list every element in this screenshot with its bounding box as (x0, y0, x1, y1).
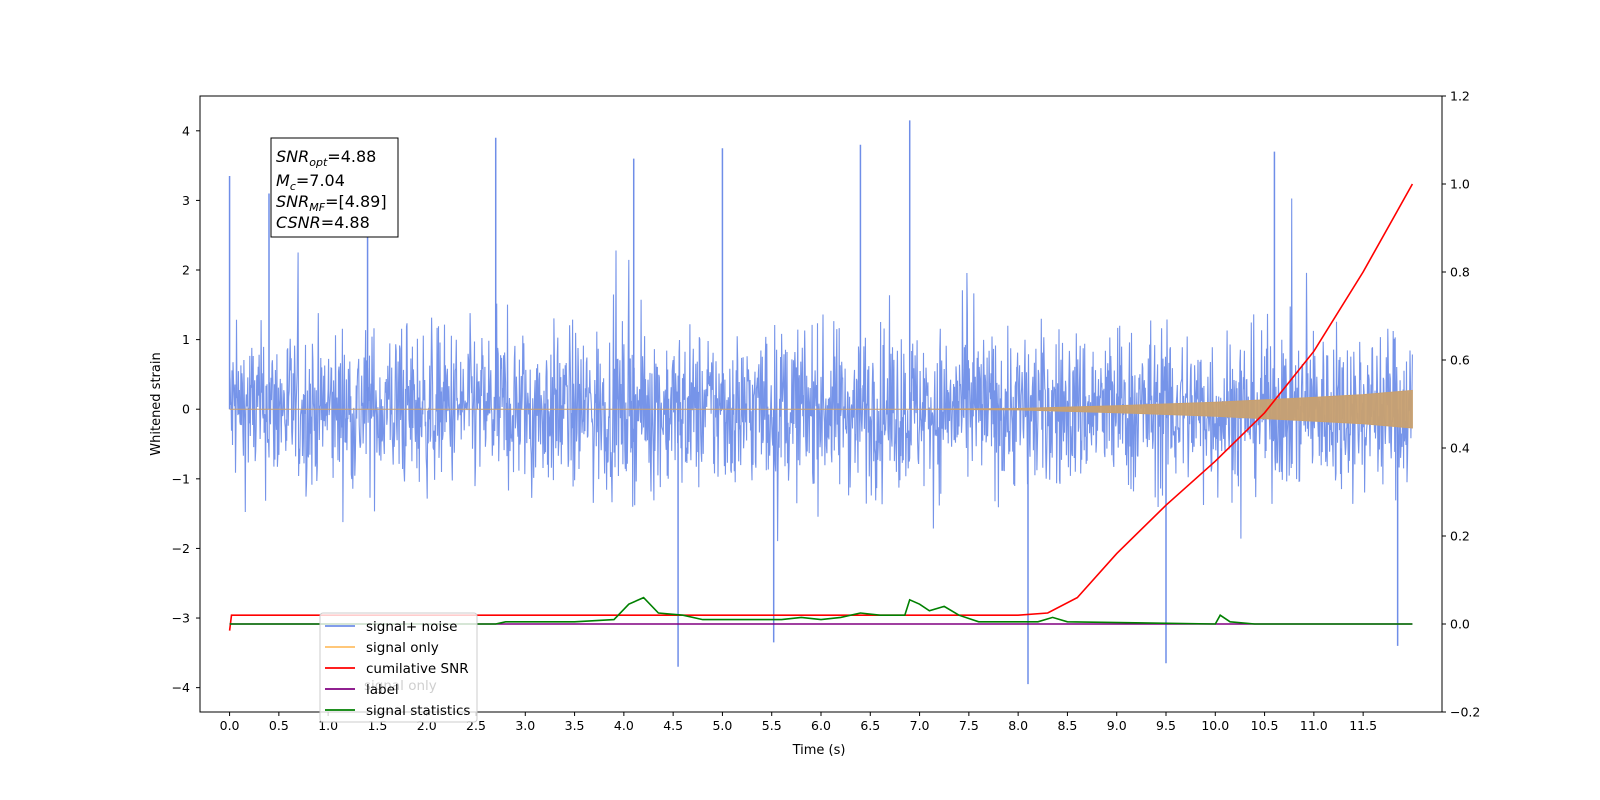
y2-tick-label: −0.2 (1450, 705, 1480, 720)
x-axis-label: Time (s) (792, 743, 846, 758)
y2-tick-label: 0.8 (1450, 265, 1470, 280)
x-tick-label: 9.0 (1107, 718, 1127, 733)
annotation-value: =7.04 (296, 171, 345, 190)
x-tick-label: 11.0 (1300, 718, 1328, 733)
x-tick-label: 11.5 (1349, 718, 1377, 733)
series-signal-statistics (229, 596, 1413, 625)
annotation-line: CSNR=4.88 (276, 213, 370, 232)
axes-layer: 0.0 0.5 1.0 1.5 2.0 2.5 3.0 3.5 4.0 4.5 5.0 5.5 6.0 6… (172, 89, 1481, 734)
x-tick-label: 10.5 (1251, 718, 1279, 733)
annotation-line: Mc=7.04 (276, 171, 345, 193)
x-tick-label: 4.0 (614, 718, 634, 733)
legend-label: label (366, 682, 399, 698)
x-tick-label: 0.0 (220, 718, 240, 733)
y2-tick-label: 1.2 (1450, 89, 1470, 104)
x-tick-label: 4.5 (663, 718, 683, 733)
annotation-symbol: CSNR (276, 213, 321, 232)
annotation-symbol: SNR (276, 147, 309, 166)
x-tick-label: 9.5 (1156, 718, 1176, 733)
x-tick-label: 7.0 (910, 718, 930, 733)
series-signal-noise (229, 198, 1413, 542)
annotation-value: =[4.89] (325, 192, 387, 211)
x-tick-label: 6.5 (860, 718, 880, 733)
x-tick-label: 8.0 (1008, 718, 1028, 733)
annotation-line: SNRMF=[4.89] (276, 192, 387, 214)
annotation-value: =4.88 (321, 213, 370, 232)
annotation-symbol: SNR (276, 192, 309, 211)
annotation-subscript: c (290, 180, 296, 193)
y-tick-label: 2 (182, 263, 190, 278)
y2-tick-label: 1.0 (1450, 177, 1470, 192)
x-tick-label: 5.0 (712, 718, 732, 733)
y-tick-label: 4 (182, 123, 190, 138)
legend-ghost-text: signal only (364, 678, 437, 694)
series-signal-only (229, 389, 1413, 429)
noise-spikes (228, 120, 1399, 685)
y-tick-label: 1 (182, 332, 190, 347)
x-tick-label: 0.5 (269, 718, 289, 733)
y-tick-label: −3 (172, 611, 190, 626)
y2-tick-label: 0.4 (1450, 441, 1470, 456)
y-tick-label: −2 (172, 541, 190, 556)
x-tick-label: 6.0 (811, 718, 831, 733)
annotation-subscript: opt (309, 156, 328, 169)
x-tick-label: 3.0 (515, 718, 535, 733)
y-tick-label: −1 (172, 471, 190, 486)
y-axis-label: Whitened strain (149, 352, 164, 455)
annotation-subscript: MF (309, 201, 325, 214)
data-layer (228, 120, 1414, 685)
legend-label: signal+ noise (366, 619, 457, 635)
x-tick-label: 5.5 (762, 718, 782, 733)
x-tick-label: 3.5 (565, 718, 585, 733)
y-tick-label: 0 (182, 402, 190, 417)
y-tick-label: 3 (182, 193, 190, 208)
y-tick-label: −4 (172, 680, 190, 695)
legend-label: signal statistics (366, 703, 470, 719)
annotation-line: SNRopt=4.88 (276, 147, 376, 169)
legend-label: signal only (366, 640, 439, 656)
legend-label: cumilative SNR (366, 661, 469, 677)
y2-tick-label: 0.2 (1450, 529, 1470, 544)
y2-tick-label: 0.6 (1450, 353, 1470, 368)
x-tick-label: 8.5 (1057, 718, 1077, 733)
x-tick-label: 10.0 (1201, 718, 1229, 733)
x-tick-label: 7.5 (959, 718, 979, 733)
annotation-symbol: M (276, 171, 290, 190)
annotation-value: =4.88 (327, 147, 376, 166)
y2-tick-label: 0.0 (1450, 617, 1470, 632)
